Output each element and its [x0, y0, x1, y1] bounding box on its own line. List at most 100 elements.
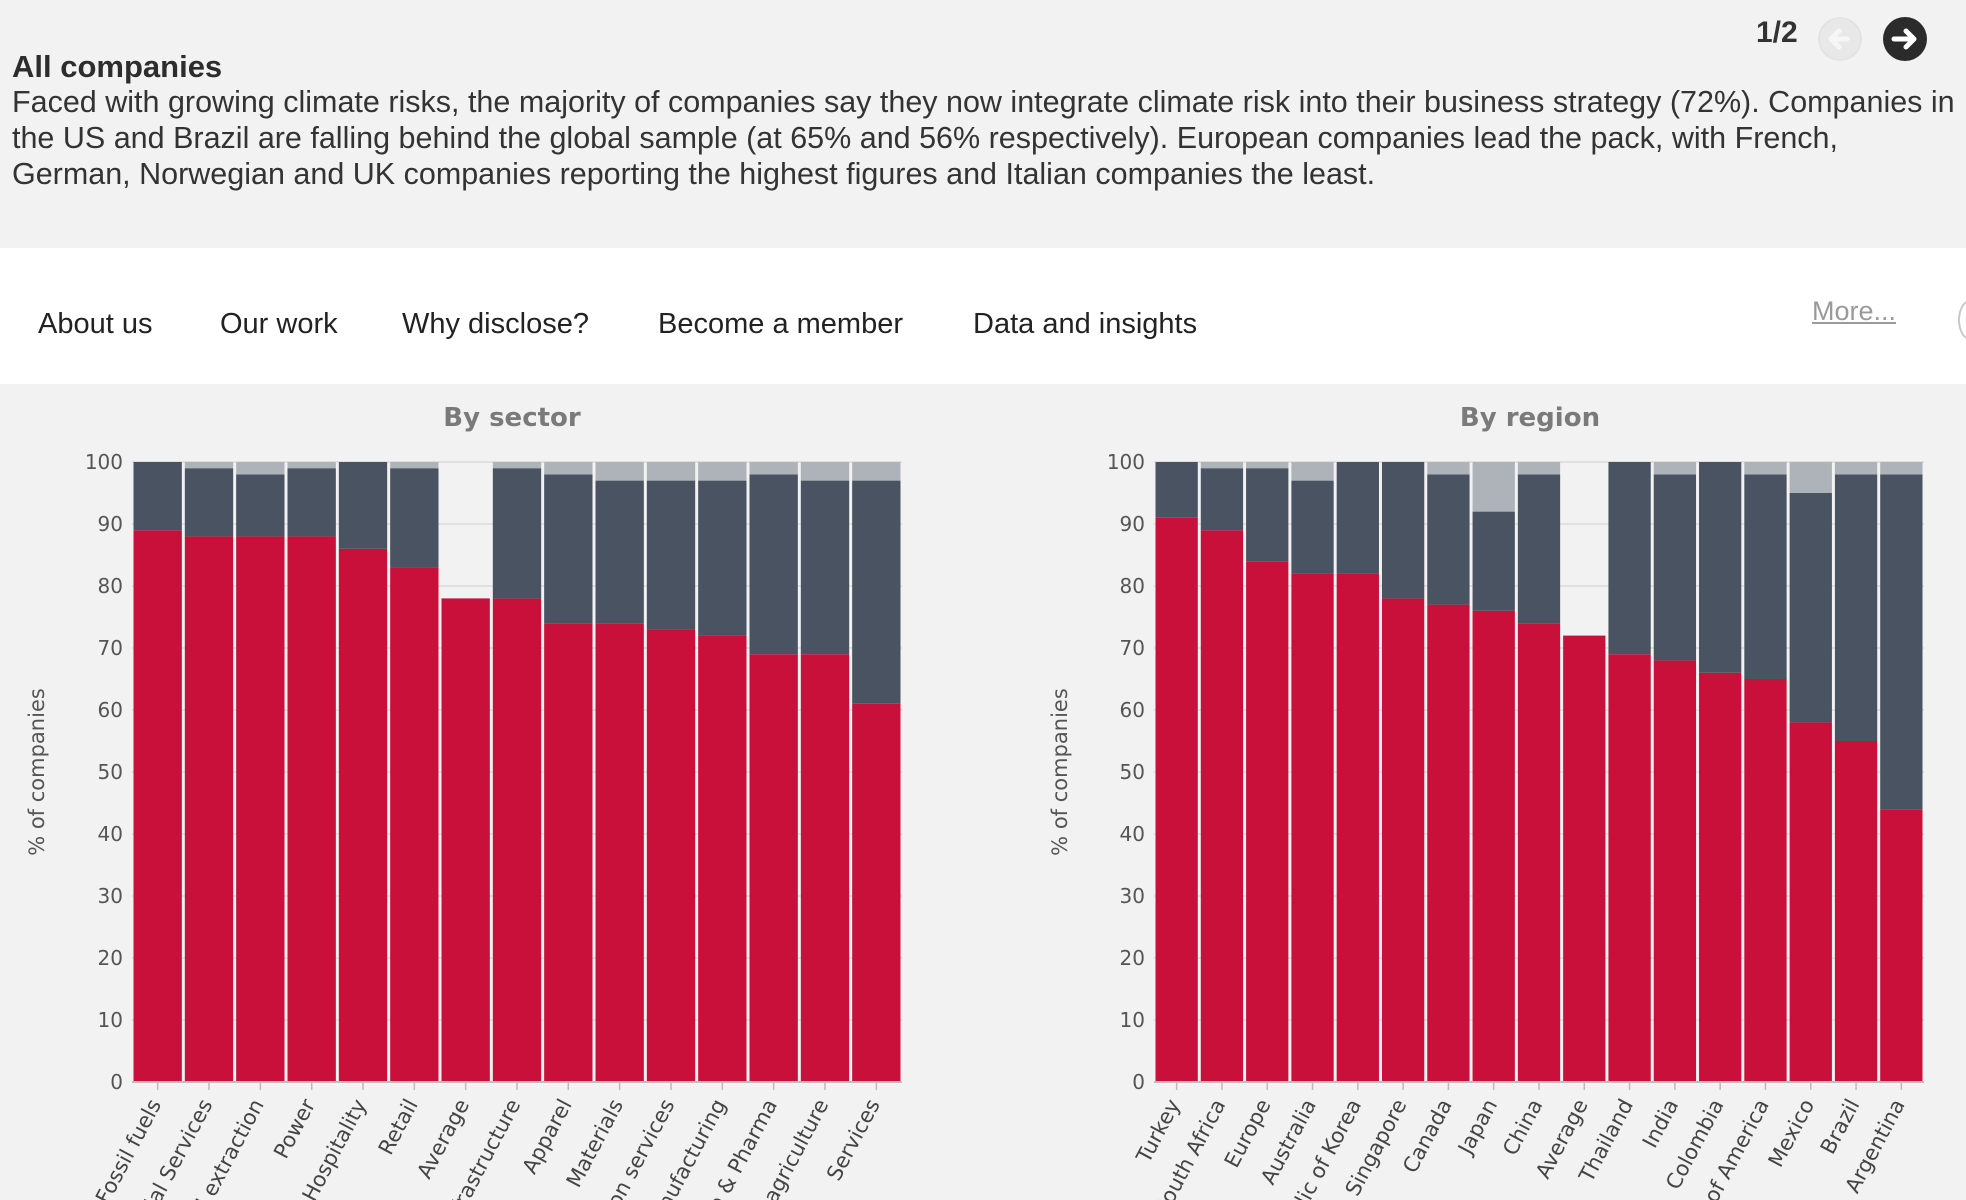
y-tick-label: 0: [1132, 1070, 1145, 1094]
bar-agriculture-series-1: [800, 654, 850, 1082]
y-tick-label: 100: [85, 450, 123, 474]
y-tick-label: 80: [1120, 574, 1145, 598]
nav-more-link[interactable]: More...: [1812, 296, 1897, 326]
y-tick-label: 60: [1120, 698, 1145, 722]
bar-china-series-3: [1517, 462, 1561, 475]
y-tick-label: 40: [98, 822, 123, 846]
bar-china-series-1: [1517, 623, 1561, 1082]
bar-anufacturing-series-2: [698, 480, 747, 636]
bar-services-series-1: [852, 703, 901, 1082]
bar-brazil-series-2: [1834, 474, 1878, 741]
bar-materials-series-3: [595, 462, 644, 481]
y-tick-label: 100: [1107, 450, 1145, 474]
y-tick-label: 10: [98, 1008, 123, 1032]
bar-south-africa-series-3: [1200, 462, 1244, 469]
bar-singapore-series-2: [1381, 462, 1425, 599]
bar-al-extraction-series-3: [236, 462, 285, 475]
bar-power-series-3: [287, 462, 336, 469]
y-tick-label: 90: [1120, 512, 1145, 536]
bar-japan-series-3: [1472, 462, 1515, 512]
bar-australia-series-3: [1291, 462, 1334, 481]
y-tick-label: 60: [98, 698, 123, 722]
nav-item-become-a-member[interactable]: Become a member: [658, 308, 903, 340]
bar-cial-services-series-3: [184, 462, 234, 469]
bar-power-series-2: [287, 468, 336, 537]
bar-canada-series-2: [1427, 474, 1470, 605]
bar-retail-series-3: [390, 462, 439, 469]
bar-materials-series-2: [595, 480, 644, 624]
bar-india-series-2: [1653, 474, 1697, 661]
bar-india-series-3: [1653, 462, 1697, 475]
x-tick-label-china: China: [1498, 1095, 1547, 1159]
bar-nfrastructure-series-1: [492, 598, 542, 1082]
bar-s-of-america-series-1: [1744, 679, 1787, 1082]
x-tick-label-india: India: [1638, 1095, 1683, 1152]
bar-fossil-fuels-series-1: [133, 530, 182, 1082]
chart-title: By sector: [443, 403, 581, 433]
bar-europe-series-2: [1246, 468, 1289, 562]
bar-australia-series-1: [1291, 573, 1334, 1082]
bar-anufacturing-series-3: [698, 462, 747, 481]
bar-re-pharma-series-2: [749, 474, 798, 655]
nav-item-why-disclose[interactable]: Why disclose?: [402, 308, 589, 340]
bar-re-pharma-series-3: [749, 462, 798, 475]
bar-japan-series-2: [1472, 511, 1515, 611]
bar-argentina-series-3: [1880, 462, 1923, 475]
main-nav: About us Our work Why disclose? Become a…: [0, 248, 1966, 384]
nav-item-about-us[interactable]: About us: [38, 308, 153, 340]
y-tick-label: 10: [1120, 1008, 1145, 1032]
nav-item-our-work[interactable]: Our work: [220, 308, 338, 340]
x-tick-label-retail: Retail: [374, 1095, 423, 1159]
bar-brazil-series-1: [1834, 741, 1878, 1082]
bar-canada-series-3: [1427, 462, 1470, 475]
pager-indicator: 1/2: [1756, 16, 1798, 49]
bar-cial-services-series-2: [184, 468, 234, 537]
page-title: All companies: [12, 49, 223, 84]
bar-s-of-america-series-3: [1744, 462, 1787, 475]
bar-cial-services-series-1: [184, 536, 234, 1082]
bar-argentina-series-1: [1880, 809, 1923, 1082]
chart-region: 0 10 20 30 40 50 60 70 80 90 100 By region % of comp…: [1048, 403, 1924, 1200]
y-tick-label: 30: [98, 884, 123, 908]
bar-south-africa-series-1: [1200, 530, 1244, 1082]
arrow-right-circle-icon[interactable]: [1882, 16, 1928, 62]
bar-australia-series-2: [1291, 480, 1334, 574]
y-tick-label: 0: [110, 1070, 123, 1094]
bar-al-extraction-series-2: [236, 474, 285, 537]
bar-al-extraction-series-1: [236, 536, 285, 1082]
bar-average-series-1: [1563, 635, 1606, 1082]
bar-agriculture-series-3: [800, 462, 850, 481]
x-tick-label-apparel: Apparel: [518, 1095, 577, 1178]
bar-blic-of-korea-series-1: [1336, 573, 1379, 1082]
y-tick-label: 20: [98, 946, 123, 970]
bar-average-series-1: [441, 598, 490, 1082]
bar-blic-of-korea-series-2: [1336, 462, 1379, 574]
bar-anufacturing-series-1: [698, 635, 747, 1082]
y-tick-label: 30: [1120, 884, 1145, 908]
y-tick-label: 70: [98, 636, 123, 660]
bar-nfrastructure-series-2: [492, 468, 542, 599]
x-tick-label-japan: Japan: [1452, 1095, 1502, 1160]
bar-brazil-series-3: [1834, 462, 1878, 475]
bar-apparel-series-2: [544, 474, 593, 624]
bar-nfrastructure-series-3: [492, 462, 542, 469]
bar-tion-services-series-3: [646, 462, 696, 481]
bar-europe-series-1: [1246, 561, 1289, 1082]
bar-materials-series-1: [595, 623, 644, 1082]
bar-tion-services-series-1: [646, 629, 696, 1082]
nav-item-data-and-insights[interactable]: Data and insights: [973, 308, 1198, 340]
bar-agriculture-series-2: [800, 480, 850, 655]
bar-fossil-fuels-series-2: [133, 462, 182, 531]
bar-canada-series-1: [1427, 604, 1470, 1082]
bar-india-series-1: [1653, 660, 1697, 1082]
header-panel: All companies Faced with growing climate…: [0, 0, 1966, 248]
bar-retail-series-1: [390, 567, 439, 1082]
y-axis-label: % of companies: [25, 688, 49, 856]
bar-services-series-2: [852, 480, 901, 704]
arrow-left-circle-icon[interactable]: [1817, 16, 1863, 62]
bar-thailand-series-1: [1608, 654, 1651, 1082]
bar-re-pharma-series-1: [749, 654, 798, 1082]
bar-mexico-series-3: [1789, 462, 1832, 493]
chart-title: By region: [1460, 403, 1600, 433]
